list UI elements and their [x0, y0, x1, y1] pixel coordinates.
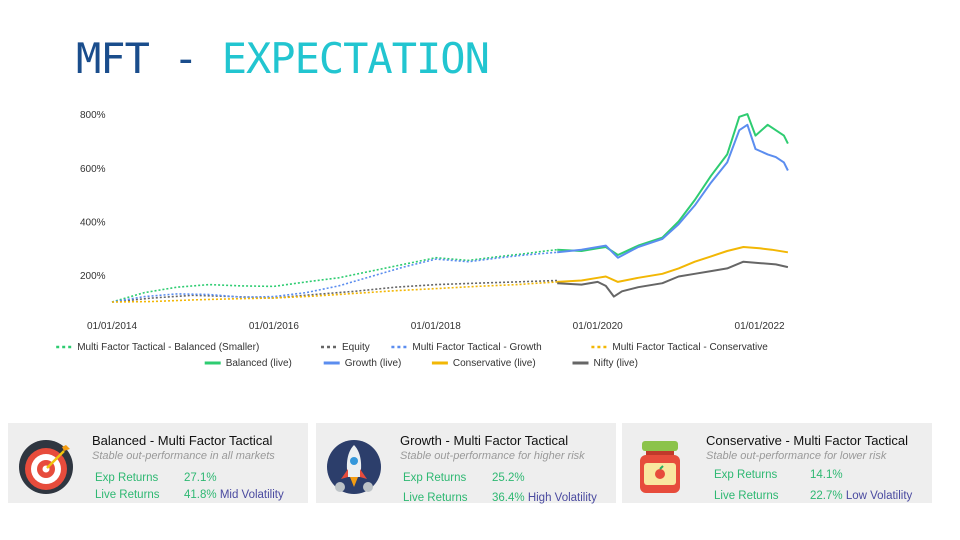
- page-title: MFT - EXPECTATION: [76, 34, 490, 83]
- card-subtitle: Stable out-performance in all markets: [92, 450, 275, 462]
- live-returns-label: Live Returns: [714, 490, 779, 502]
- volatility-label: High Volatility: [527, 492, 597, 504]
- x-tick-label: 01/01/2018: [411, 321, 461, 332]
- card-subtitle: Stable out-performance for higher risk: [400, 450, 585, 462]
- y-tick-label: 800%: [80, 110, 106, 121]
- x-tick-label: 01/01/2022: [735, 321, 785, 332]
- legend-entry: Multi Factor Tactical - Balanced (Smalle…: [77, 342, 259, 353]
- legend-entry: Nifty (live): [594, 358, 638, 369]
- card-title: Conservative - Multi Factor Tactical: [706, 433, 909, 448]
- title-part-mft: MFT -: [76, 34, 222, 83]
- series-line-3: [111, 281, 558, 303]
- y-tick-label: 200%: [80, 271, 106, 282]
- volatility-label: Low Volatility: [845, 490, 913, 502]
- x-tick-label: 01/01/2016: [249, 321, 299, 332]
- target-icon: [19, 440, 73, 494]
- series-line-7: [557, 260, 789, 298]
- legend-entry: Balanced (live): [226, 358, 292, 369]
- legend-entry: Multi Factor Tactical - Conservative: [612, 342, 768, 353]
- x-tick-label: 01/01/2014: [87, 321, 137, 332]
- series-line-1: [111, 279, 558, 303]
- legend-entry: Conservative (live): [453, 358, 536, 369]
- exp-returns-label: Exp Returns: [95, 472, 159, 484]
- card-balanced: Balanced - Multi Factor Tactical Stable …: [8, 423, 308, 503]
- exp-returns-label: Exp Returns: [403, 472, 467, 484]
- title-part-expectation: EXPECTATION: [221, 34, 490, 83]
- volatility-label: Mid Volatility: [219, 489, 284, 501]
- x-tick-label: 01/01/2020: [573, 321, 623, 332]
- jar-icon: [640, 441, 680, 493]
- legend-entry: Equity: [342, 342, 370, 353]
- legend-entry: Growth (live): [345, 358, 402, 369]
- exp-returns-value: 25.2%: [492, 472, 525, 484]
- exp-returns-value: 27.1%: [184, 472, 217, 484]
- legend-entry: Multi Factor Tactical - Growth: [412, 342, 541, 353]
- live-returns-label: Live Returns: [403, 492, 468, 504]
- card-title: Growth - Multi Factor Tactical: [400, 433, 569, 448]
- live-returns-label: Live Returns: [95, 489, 160, 501]
- series-line-6: [557, 246, 789, 283]
- series-line-0: [111, 248, 558, 303]
- returns-line-chart: 800% 600% 400% 200% 01/01/2014 01/01/2016 01/0…: [56, 110, 789, 369]
- card-subtitle: Stable out-performance for lower risk: [706, 450, 887, 462]
- live-returns-value: 22.7%: [810, 490, 843, 502]
- exp-returns-value: 14.1%: [810, 469, 843, 481]
- card-conservative: Conservative - Multi Factor Tactical Sta…: [622, 423, 932, 503]
- y-tick-label: 400%: [80, 217, 106, 228]
- card-growth: Growth - Multi Factor Tactical Stable ou…: [316, 423, 616, 504]
- series-line-4: [557, 113, 789, 256]
- exp-returns-label: Exp Returns: [714, 469, 778, 481]
- live-returns-value: 36.4%: [492, 492, 525, 504]
- live-returns-value: 41.8%: [184, 489, 217, 501]
- series-line-2: [111, 251, 558, 303]
- y-tick-label: 600%: [80, 164, 106, 175]
- series-line-5: [557, 123, 789, 259]
- rocket-icon: [327, 440, 381, 494]
- card-title: Balanced - Multi Factor Tactical: [92, 433, 273, 448]
